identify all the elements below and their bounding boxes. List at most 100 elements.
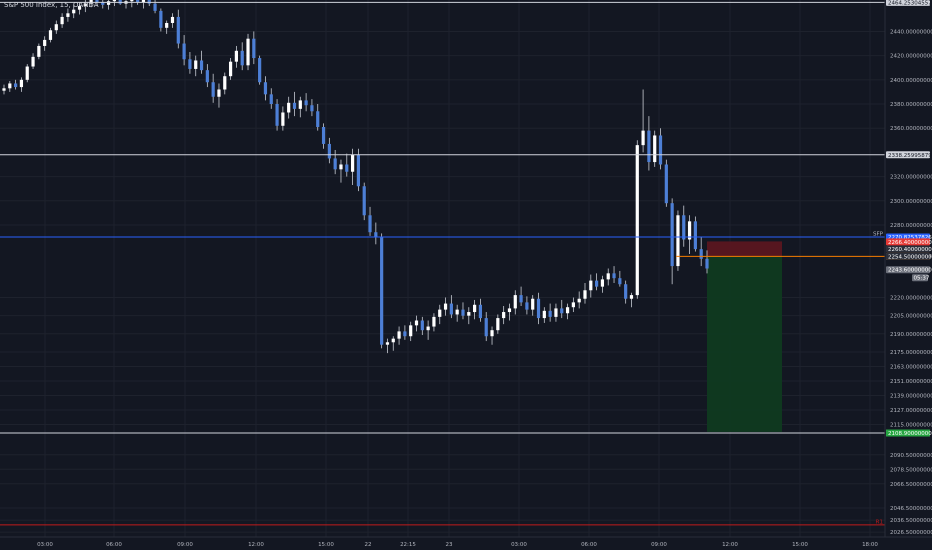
candle[interactable] — [89, 0, 93, 8]
candle[interactable] — [560, 299, 564, 319]
candle[interactable] — [60, 13, 64, 28]
candle[interactable] — [275, 99, 279, 131]
candle[interactable] — [147, 0, 151, 7]
candle[interactable] — [37, 43, 41, 60]
candle[interactable] — [182, 35, 186, 66]
candle[interactable] — [327, 137, 331, 164]
candle[interactable] — [554, 303, 558, 322]
candle[interactable] — [653, 130, 657, 167]
candle[interactable] — [484, 312, 488, 342]
candle[interactable] — [629, 292, 634, 308]
candle[interactable] — [66, 8, 70, 22]
candle[interactable] — [165, 20, 169, 34]
candle[interactable] — [368, 206, 372, 236]
candle[interactable] — [292, 91, 297, 117]
candle[interactable] — [14, 79, 18, 90]
candle[interactable] — [618, 270, 622, 287]
candle[interactable] — [478, 298, 483, 322]
candle[interactable] — [211, 73, 215, 103]
candle[interactable] — [252, 31, 256, 65]
candle[interactable] — [362, 182, 366, 221]
candle[interactable] — [48, 27, 53, 43]
candle[interactable] — [571, 297, 575, 313]
candle[interactable] — [170, 13, 175, 28]
candle[interactable] — [205, 64, 209, 88]
candle[interactable] — [414, 315, 419, 332]
candle[interactable] — [385, 338, 390, 354]
candle[interactable] — [687, 215, 692, 254]
candle[interactable] — [25, 64, 29, 83]
candle[interactable] — [95, 0, 99, 7]
candle[interactable] — [130, 0, 134, 8]
candle[interactable] — [72, 4, 76, 19]
candle[interactable] — [345, 153, 349, 177]
candle[interactable] — [519, 286, 523, 306]
candle[interactable] — [600, 275, 605, 293]
candle[interactable] — [217, 83, 221, 108]
candle[interactable] — [199, 50, 204, 74]
candle[interactable] — [548, 303, 552, 322]
candle[interactable] — [304, 93, 308, 112]
candle[interactable] — [635, 140, 639, 299]
candle[interactable] — [426, 320, 430, 340]
candle[interactable] — [298, 96, 302, 118]
candle[interactable] — [490, 326, 494, 345]
candle[interactable] — [223, 72, 227, 95]
candle[interactable] — [589, 274, 593, 298]
candle[interactable] — [606, 268, 610, 286]
candle[interactable] — [380, 233, 384, 349]
candle[interactable] — [106, 0, 111, 10]
candle[interactable] — [141, 0, 146, 9]
candle[interactable] — [612, 266, 616, 284]
candle[interactable] — [397, 326, 401, 345]
candle[interactable] — [670, 198, 674, 285]
take-profit-zone[interactable] — [707, 256, 782, 432]
candle[interactable] — [461, 302, 465, 320]
candle[interactable] — [176, 9, 180, 49]
candle[interactable] — [682, 205, 686, 247]
candle[interactable] — [316, 104, 320, 131]
candle[interactable] — [240, 42, 244, 71]
candle[interactable] — [647, 116, 651, 171]
candle[interactable] — [258, 55, 262, 85]
candle[interactable] — [403, 325, 407, 340]
stop-loss-zone[interactable] — [707, 241, 782, 257]
candle[interactable] — [263, 76, 268, 101]
candle[interactable] — [693, 216, 697, 252]
candle[interactable] — [321, 123, 326, 149]
candle[interactable] — [19, 77, 24, 92]
candle[interactable] — [188, 52, 192, 74]
candle[interactable] — [391, 336, 395, 351]
candle[interactable] — [246, 33, 250, 71]
candle[interactable] — [432, 313, 436, 332]
candle[interactable] — [339, 159, 343, 183]
candle[interactable] — [438, 304, 442, 325]
candle[interactable] — [234, 45, 238, 68]
candle[interactable] — [112, 0, 116, 7]
candle[interactable] — [699, 237, 703, 267]
candle[interactable] — [467, 307, 471, 325]
candle[interactable] — [676, 210, 680, 271]
candle[interactable] — [502, 305, 506, 325]
candle[interactable] — [159, 8, 163, 32]
candle[interactable] — [333, 149, 337, 175]
candle[interactable] — [2, 84, 6, 95]
candle[interactable] — [43, 36, 47, 51]
candle[interactable] — [496, 314, 500, 334]
candle[interactable] — [531, 295, 535, 316]
candle[interactable] — [77, 2, 82, 15]
candle[interactable] — [542, 307, 546, 323]
candle[interactable] — [194, 55, 198, 77]
candle[interactable] — [565, 303, 570, 320]
candle[interactable] — [228, 58, 233, 80]
candle[interactable] — [281, 106, 285, 131]
candle[interactable] — [409, 321, 413, 342]
candle[interactable] — [374, 222, 378, 245]
candle[interactable] — [356, 148, 361, 192]
candle[interactable] — [536, 292, 541, 325]
candle[interactable] — [269, 88, 273, 109]
candle[interactable] — [420, 316, 424, 336]
candle[interactable] — [8, 81, 12, 92]
candle[interactable] — [31, 53, 35, 69]
